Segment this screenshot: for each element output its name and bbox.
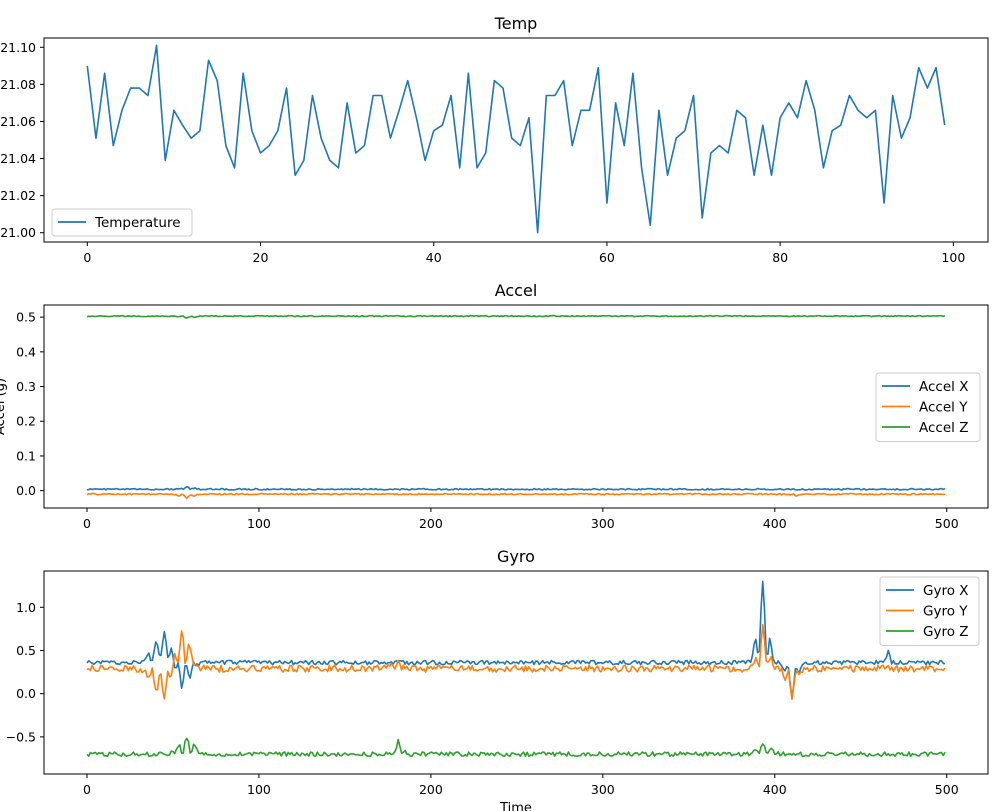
y-tick-label: 0.2 [16, 414, 36, 429]
x-tick-label: 500 [935, 782, 959, 797]
legend-box [875, 372, 981, 442]
legend-box [51, 208, 193, 237]
legend-box [879, 576, 980, 646]
axes-frame [43, 304, 989, 509]
y-tick-label: 0.4 [16, 344, 36, 359]
y-tick-label: 21.04 [0, 151, 36, 166]
x-axis-label: Time [499, 801, 532, 811]
series-line-temperature [86, 44, 946, 234]
series-line-accel-x [86, 486, 946, 491]
legend-entry: Accel Z [919, 420, 968, 436]
x-tick-label: 100 [941, 250, 965, 265]
chart-title: Accel [495, 281, 538, 300]
y-tick-label: 21.10 [0, 40, 36, 55]
chart-panel-1: Temp 0 20 40 60 80 100 21.00 21.02 21.04 21.06 21.0… [0, 14, 989, 265]
chart-panel-2: Accel 0 100 200 300 400 500 0.0 0.1 0.2 0.3 0.4 0.5 A… [0, 281, 989, 531]
x-tick-label: 100 [247, 782, 271, 797]
y-tick-label: 0.3 [16, 379, 36, 394]
y-tick-label: 0.5 [16, 310, 36, 325]
y-axis-label: Accel (g) [0, 378, 8, 435]
y-tick-label: −0.5 [6, 729, 36, 744]
x-tick-label: 200 [419, 516, 443, 531]
legend-entry: Gyro X [923, 583, 969, 599]
x-tick-label: 0 [83, 782, 91, 797]
chart-title: Gyro [497, 547, 535, 566]
y-tick-label: 21.02 [0, 188, 36, 203]
legend: Accel X Accel Y Accel Z [875, 372, 981, 442]
series-line-gyro-x [86, 580, 946, 700]
y-tick-label: 0.0 [16, 686, 36, 701]
series-line-gyro-y [86, 623, 946, 700]
chart-panel-3: Gyro 0 100 200 300 400 500 −0.5 0.0 0.5 1.0 Time Gyr… [6, 547, 989, 811]
series-line-accel-z [86, 314, 946, 319]
axes-frame [43, 570, 989, 775]
axes-frame [43, 37, 989, 243]
x-tick-label: 60 [599, 250, 615, 265]
x-tick-label: 0 [83, 516, 91, 531]
series-line-gyro-z [86, 737, 946, 758]
chart-title: Temp [494, 14, 538, 33]
y-tick-label: 1.0 [16, 600, 36, 615]
series-line-accel-y [86, 492, 946, 500]
x-tick-label: 80 [772, 250, 788, 265]
legend: Temperature [51, 208, 193, 237]
y-tick-label: 21.00 [0, 225, 36, 240]
x-tick-label: 20 [253, 250, 269, 265]
x-tick-label: 200 [419, 782, 443, 797]
y-tick-label: 21.06 [0, 114, 36, 129]
legend: Gyro X Gyro Y Gyro Z [879, 576, 980, 646]
y-tick-label: 0.0 [16, 483, 36, 498]
x-tick-label: 300 [591, 782, 615, 797]
y-tick-label: 0.5 [16, 643, 36, 658]
x-tick-label: 400 [763, 516, 787, 531]
x-tick-label: 0 [83, 250, 91, 265]
legend-entry: Gyro Y [923, 604, 968, 620]
y-tick-label: 0.1 [16, 448, 36, 463]
x-tick-label: 300 [591, 516, 615, 531]
legend-entry: Gyro Z [923, 624, 969, 640]
legend-entry: Accel Y [919, 400, 968, 416]
x-tick-label: 500 [935, 516, 959, 531]
x-tick-label: 100 [247, 516, 271, 531]
y-tick-label: 21.08 [0, 77, 36, 92]
legend-entry: Temperature [94, 215, 181, 231]
x-tick-label: 400 [763, 782, 787, 797]
legend-entry: Accel X [919, 379, 968, 395]
x-tick-label: 40 [426, 250, 442, 265]
